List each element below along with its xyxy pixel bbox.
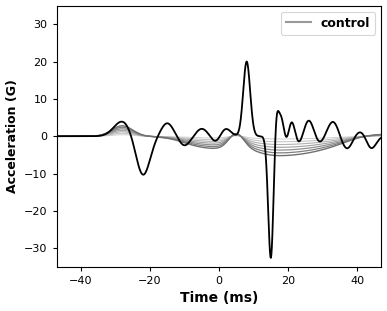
Y-axis label: Acceleration (G): Acceleration (G)	[5, 79, 19, 193]
X-axis label: Time (ms): Time (ms)	[180, 291, 258, 305]
Legend: control: control	[281, 12, 375, 35]
